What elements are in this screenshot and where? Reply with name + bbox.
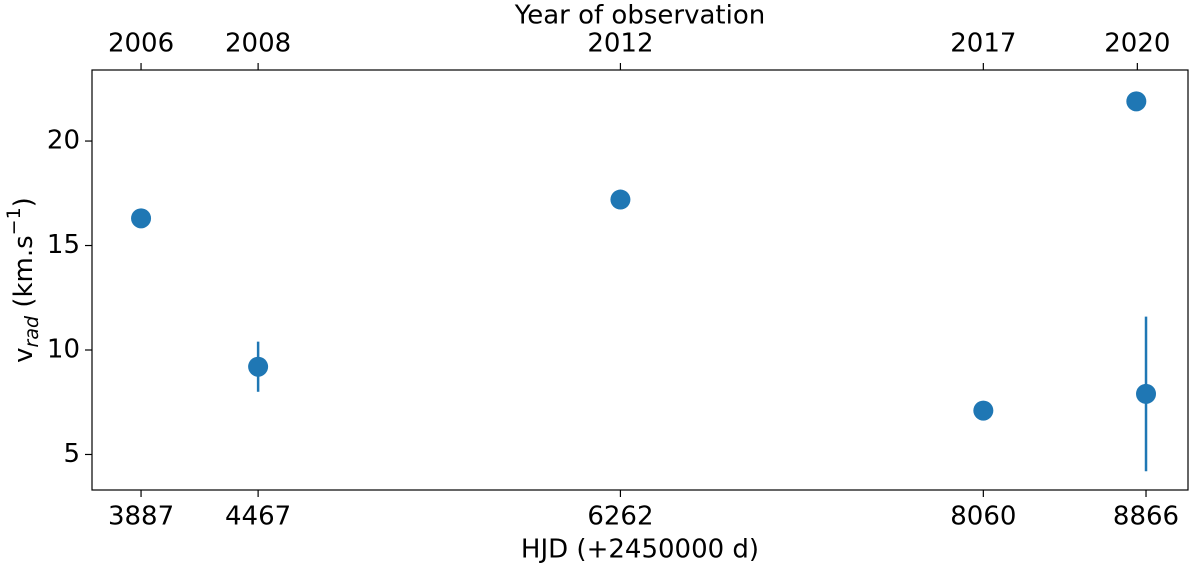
point — [1126, 91, 1147, 112]
top-tick-label: 2020 — [1104, 29, 1170, 59]
y-label-sub: rad — [21, 315, 43, 347]
y-tick-label: 15 — [47, 230, 80, 260]
y-tick-label: 10 — [47, 335, 80, 365]
x-tick-label: 4467 — [225, 502, 291, 532]
y-tick-label: 20 — [47, 126, 80, 156]
plot-frame — [91, 69, 1189, 491]
y-label-sup: −1 — [3, 207, 25, 235]
top-axis-label: Year of observation — [514, 1, 765, 31]
y-label-unit: (km.s — [9, 235, 39, 316]
y-label-close: ) — [9, 197, 39, 207]
top-tick-label: 2012 — [587, 29, 653, 59]
point — [610, 189, 631, 210]
y-tick-label: 5 — [63, 439, 80, 469]
x-tick-label: 3887 — [108, 502, 174, 532]
x-axis-label: HJD (+2450000 d) — [521, 535, 759, 565]
top-tick-label: 2006 — [108, 29, 174, 59]
y-axis-label: vrad (km.s−1) — [3, 197, 43, 363]
point — [1136, 383, 1157, 404]
x-tick-label: 8866 — [1113, 502, 1179, 532]
point — [973, 400, 994, 421]
y-label-base: v — [9, 347, 39, 362]
x-tick-label: 8060 — [950, 502, 1016, 532]
top-tick-label: 2008 — [225, 29, 291, 59]
point — [248, 356, 269, 377]
point — [131, 208, 152, 229]
x-tick-label: 6262 — [587, 502, 653, 532]
top-tick-label: 2017 — [950, 29, 1016, 59]
